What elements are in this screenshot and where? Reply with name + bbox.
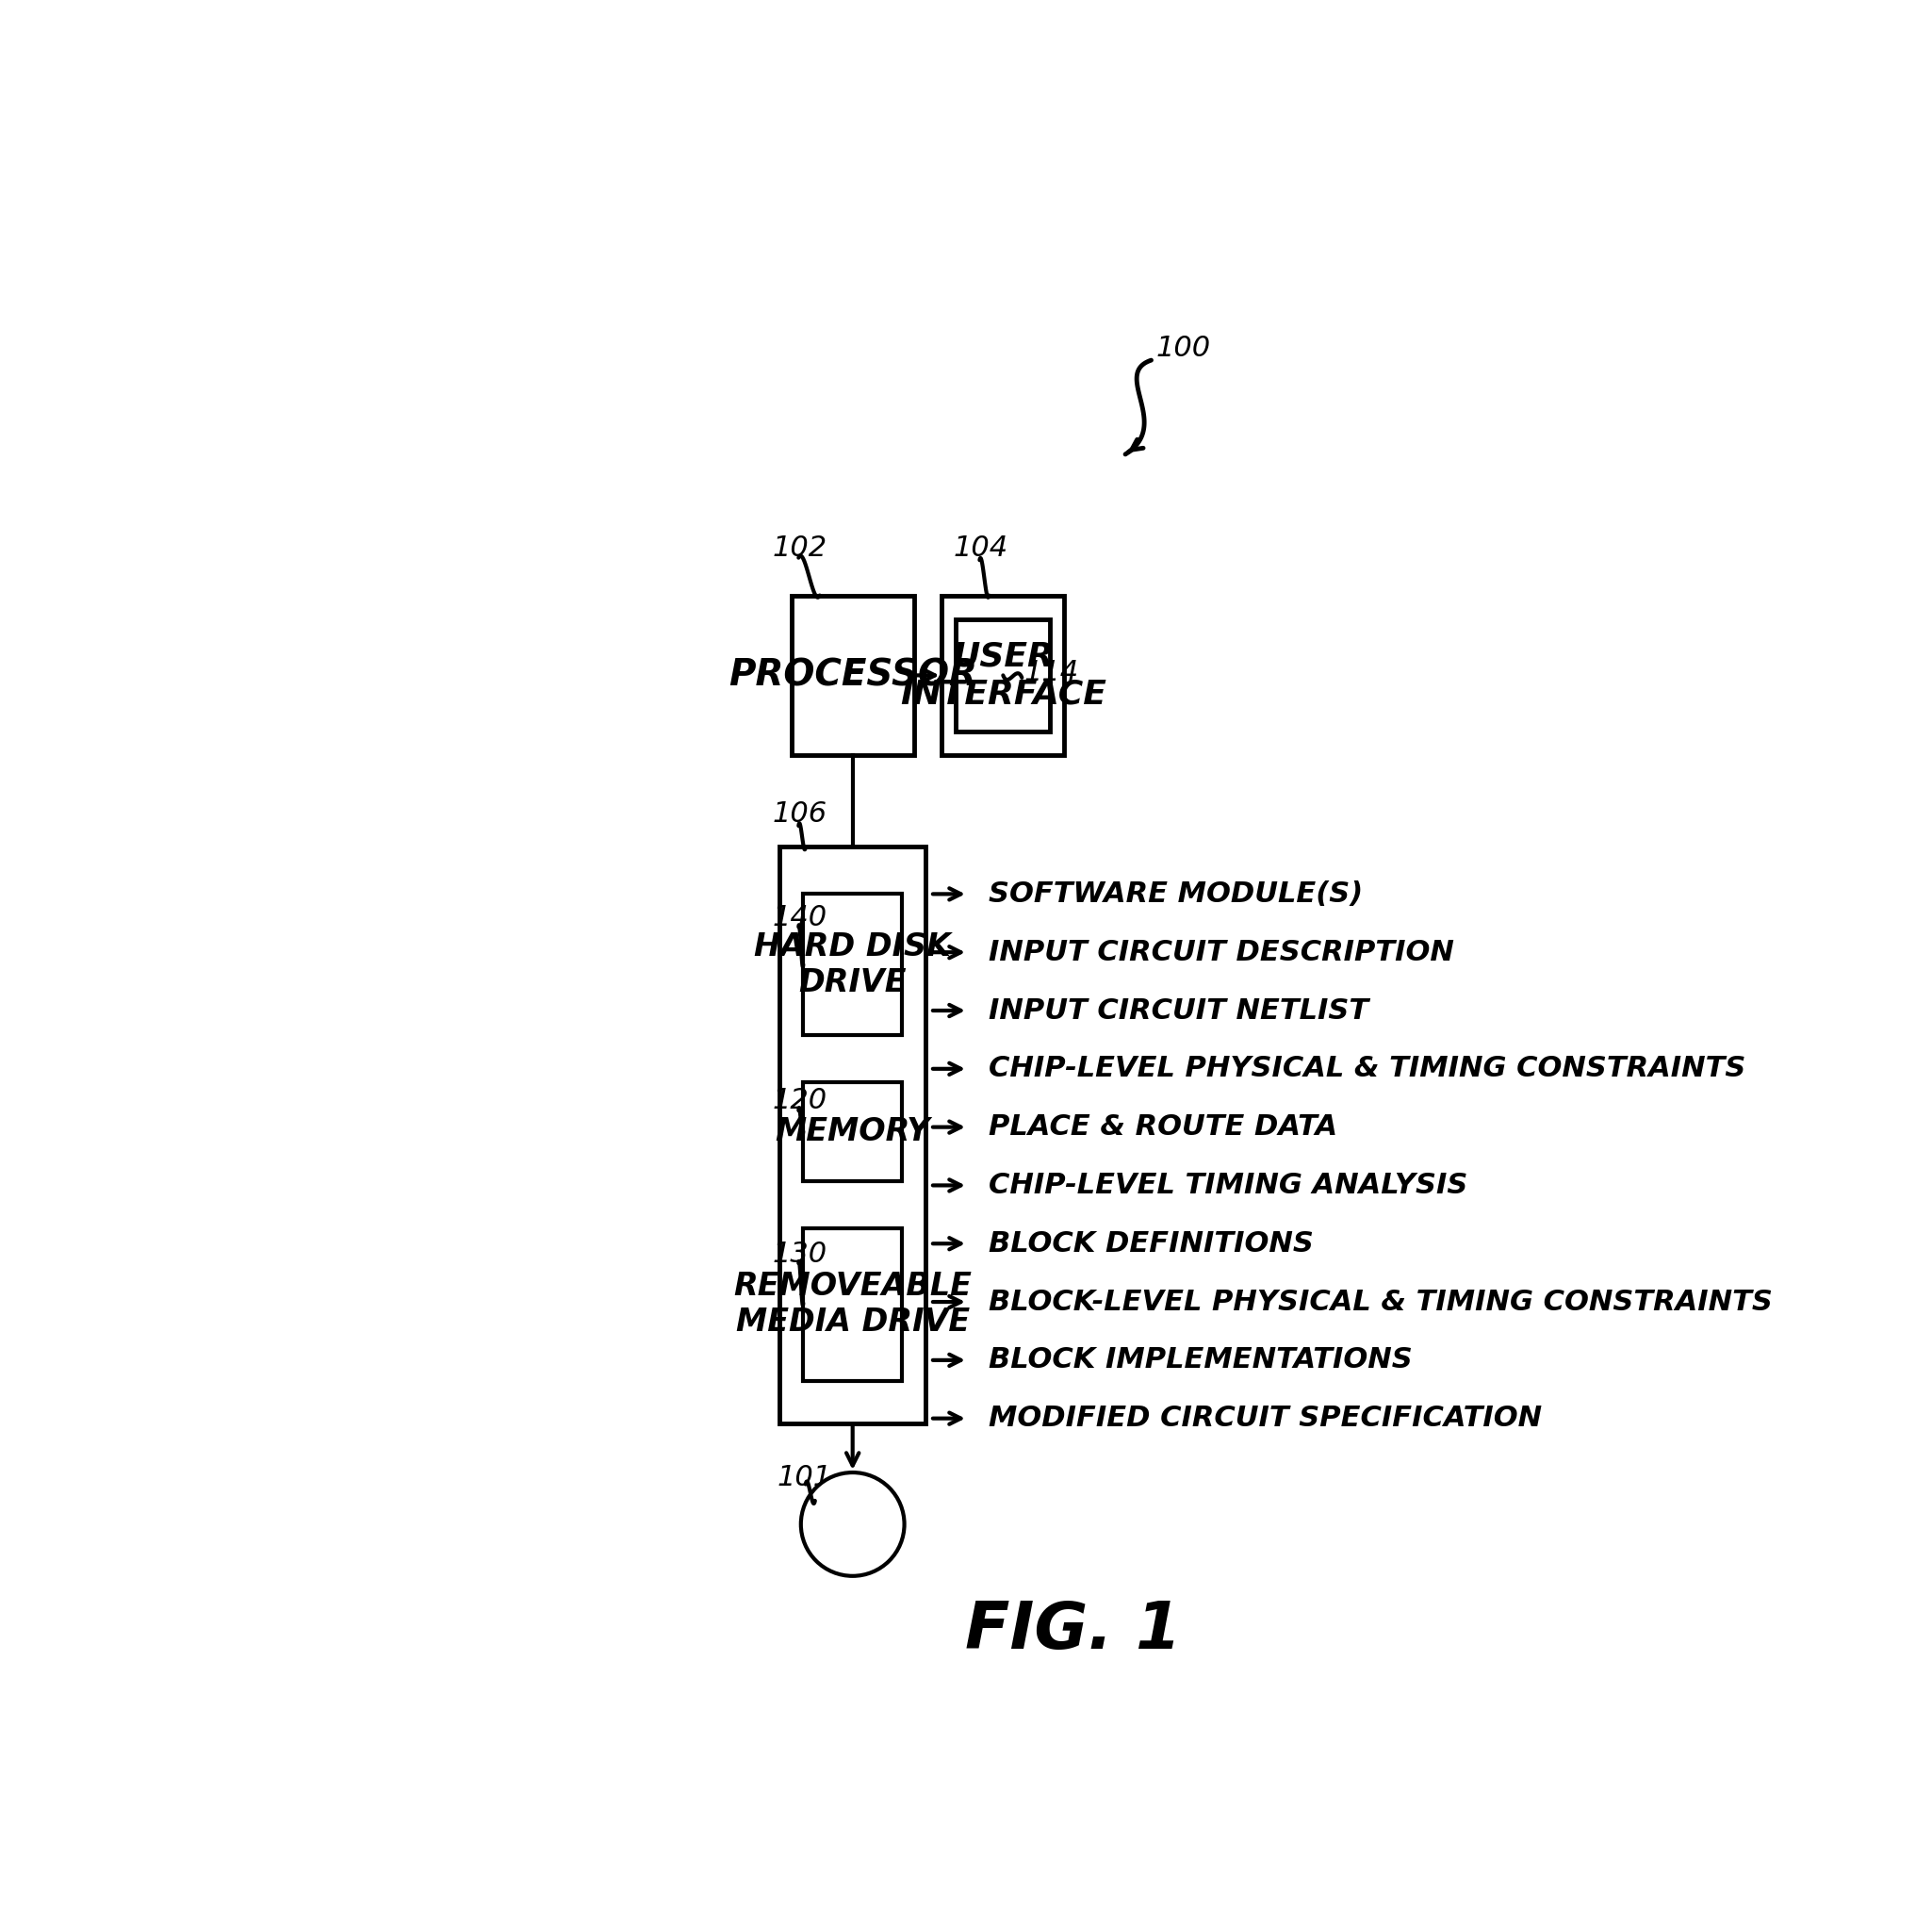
- Text: PROCESSOR: PROCESSOR: [728, 658, 978, 693]
- Text: MEMORY: MEMORY: [775, 1116, 929, 1147]
- Text: MEDIA: MEDIA: [800, 1510, 906, 1537]
- Text: BLOCK IMPLEMENTATIONS: BLOCK IMPLEMENTATIONS: [989, 1347, 1412, 1374]
- Text: MODIFIED CIRCUIT SPECIFICATION: MODIFIED CIRCUIT SPECIFICATION: [989, 1405, 1542, 1431]
- Text: 101: 101: [777, 1464, 833, 1491]
- Text: CHIP-LEVEL TIMING ANALYSIS: CHIP-LEVEL TIMING ANALYSIS: [989, 1172, 1468, 1199]
- Text: 140: 140: [773, 904, 827, 931]
- Text: 130: 130: [773, 1241, 827, 1268]
- Text: REMOVEABLE
MEDIA DRIVE: REMOVEABLE MEDIA DRIVE: [734, 1272, 972, 1337]
- Text: USER
INTERFACE: USER INTERFACE: [900, 641, 1107, 710]
- Text: CHIP-LEVEL PHYSICAL & TIMING CONSTRAINTS: CHIP-LEVEL PHYSICAL & TIMING CONSTRAINTS: [989, 1054, 1747, 1083]
- Bar: [781, 847, 925, 1424]
- Text: PLACE & ROUTE DATA: PLACE & ROUTE DATA: [989, 1114, 1337, 1141]
- Text: 104: 104: [954, 535, 1009, 562]
- Bar: [943, 595, 1065, 756]
- Text: FIG. 1: FIG. 1: [966, 1599, 1182, 1662]
- Text: 106: 106: [773, 800, 827, 827]
- Text: 100: 100: [1155, 335, 1211, 362]
- Bar: [804, 895, 902, 1035]
- Bar: [792, 595, 914, 756]
- Bar: [804, 1228, 902, 1381]
- Bar: [804, 1081, 902, 1181]
- Text: SOFTWARE MODULE(S): SOFTWARE MODULE(S): [989, 881, 1364, 908]
- Text: INPUT CIRCUIT NETLIST: INPUT CIRCUIT NETLIST: [989, 997, 1370, 1024]
- Text: INPUT CIRCUIT DESCRIPTION: INPUT CIRCUIT DESCRIPTION: [989, 939, 1455, 966]
- Text: 120: 120: [773, 1087, 827, 1114]
- Text: 102: 102: [773, 535, 827, 562]
- Text: 114: 114: [1024, 660, 1078, 687]
- Text: BLOCK DEFINITIONS: BLOCK DEFINITIONS: [989, 1229, 1314, 1256]
- Text: HARD DISK
DRIVE: HARD DISK DRIVE: [753, 931, 951, 999]
- Text: BLOCK-LEVEL PHYSICAL & TIMING CONSTRAINTS: BLOCK-LEVEL PHYSICAL & TIMING CONSTRAINT…: [989, 1289, 1774, 1316]
- Circle shape: [802, 1472, 904, 1576]
- Bar: [956, 620, 1051, 731]
